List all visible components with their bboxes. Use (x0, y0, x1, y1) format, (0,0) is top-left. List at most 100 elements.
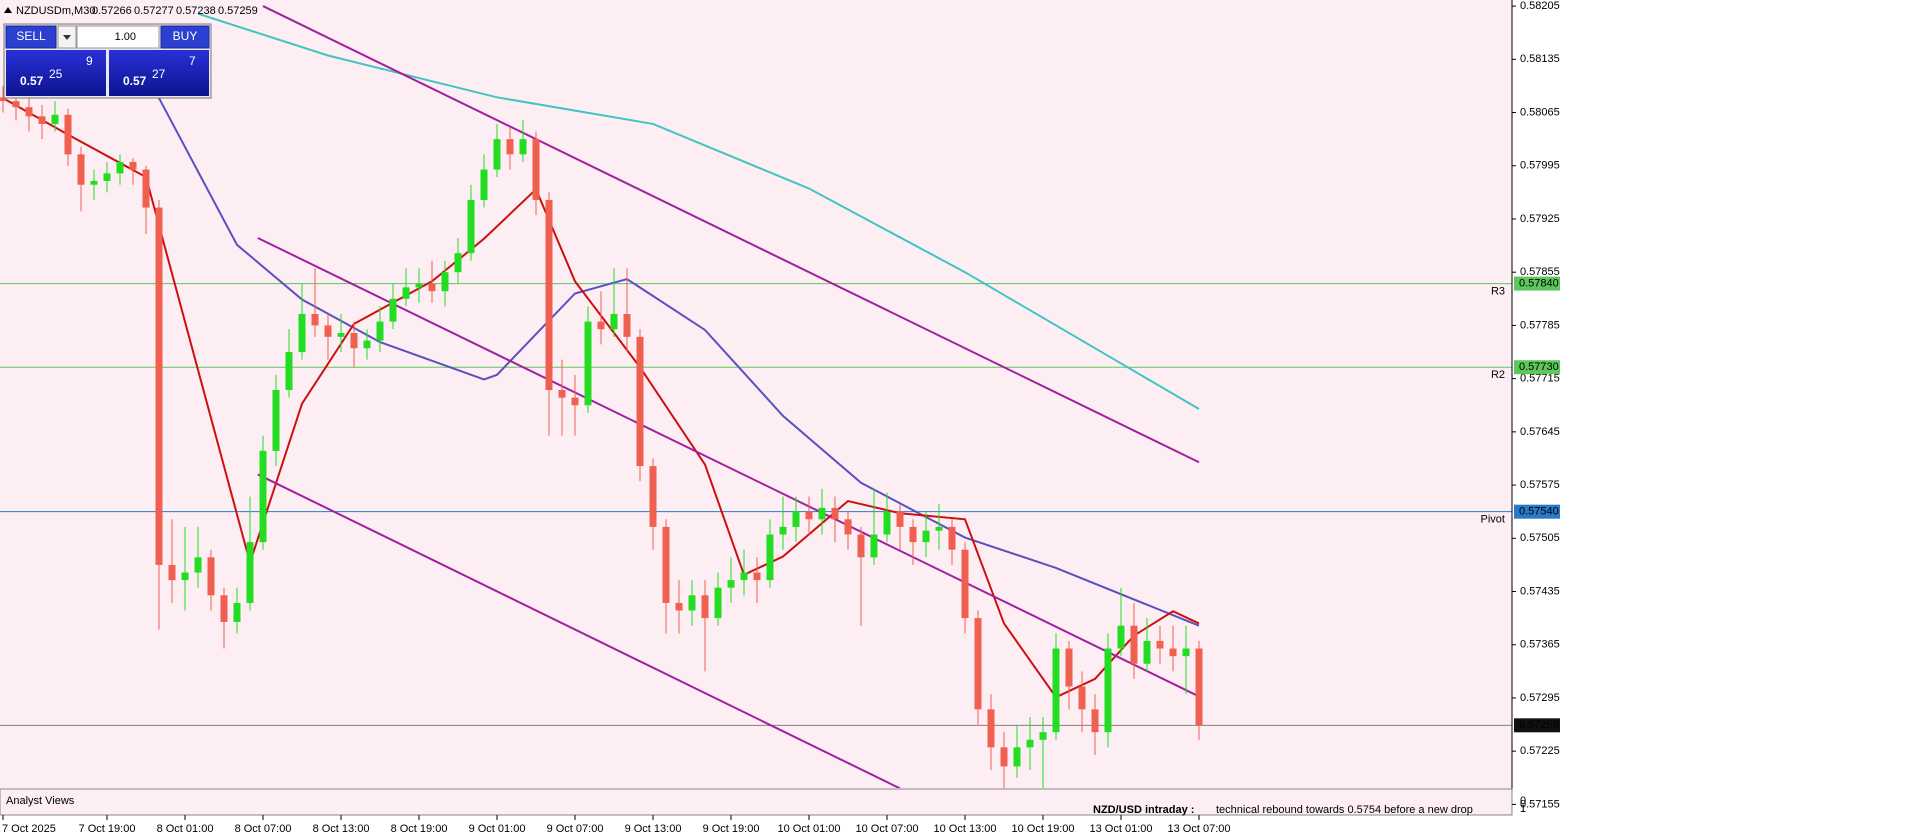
candle-body (1117, 625, 1125, 649)
x-tick-label: 7 Oct 19:00 (79, 823, 136, 835)
candle-body (1078, 686, 1086, 710)
candle-body (519, 139, 527, 155)
candle-body (441, 272, 449, 292)
candle-body (1026, 739, 1034, 748)
sell-price-box[interactable] (6, 50, 106, 96)
candle-body (1013, 747, 1021, 767)
x-tick-label: 10 Oct 07:00 (856, 823, 919, 835)
candle-body (1065, 648, 1073, 687)
level-name: R2 (1491, 369, 1505, 381)
x-tick-label: 9 Oct 01:00 (469, 823, 526, 835)
level-name: R3 (1491, 285, 1505, 297)
candle-body (688, 595, 696, 611)
sell-price-small: 9 (86, 54, 93, 68)
buy-price-big: 27 (152, 67, 166, 81)
sell-label[interactable]: SELL (16, 29, 46, 43)
candle-body (1104, 648, 1112, 733)
y-tick-label: 0.58205 (1520, 0, 1560, 12)
ohlc-close: 0.57259 (218, 5, 258, 17)
candle-body (844, 519, 852, 535)
candle-body (935, 526, 943, 531)
analyst-title: Analyst Views (6, 795, 75, 807)
candle-body (389, 298, 397, 322)
candle-body (961, 549, 969, 619)
plot-background (0, 0, 1512, 815)
candle-body (207, 557, 215, 596)
y-tick-label: 0.57645 (1520, 426, 1560, 438)
candle-body (337, 333, 345, 337)
analyst-heading: NZD/USD intraday : (1093, 804, 1194, 816)
lot-input[interactable] (76, 25, 160, 49)
candle-body (454, 253, 462, 273)
candle-body (818, 507, 826, 520)
y-tick-label: 0.57785 (1520, 319, 1560, 331)
lot-value: 1.00 (115, 31, 136, 43)
candle-body (467, 199, 475, 254)
candle-body (64, 114, 72, 155)
x-tick-label: 9 Oct 07:00 (547, 823, 604, 835)
candle-body (181, 572, 189, 581)
candle-body (25, 107, 33, 117)
candle-body (480, 169, 488, 200)
sell-price-prefix: 0.57 (20, 74, 44, 88)
analyst-comment: technical rebound towards 0.5754 before … (1216, 804, 1473, 816)
y-tick-label: 0.57715 (1520, 373, 1560, 385)
y-tick-label: 0.57435 (1520, 585, 1560, 597)
candle-body (610, 314, 618, 330)
x-tick-label: 8 Oct 07:00 (235, 823, 292, 835)
candle-body (636, 336, 644, 467)
x-tick-label: 7 Oct 2025 (2, 823, 56, 835)
analyst-panel (0, 788, 1513, 816)
price-tag-label: 0.57730 (1519, 361, 1559, 373)
x-tick-label: 8 Oct 19:00 (391, 823, 448, 835)
x-tick-label: 8 Oct 13:00 (313, 823, 370, 835)
dropdown-arrow (63, 35, 71, 40)
line-series (257, 237, 1200, 698)
candle-body (363, 340, 371, 349)
candle-body (896, 511, 904, 527)
candle-body (402, 287, 410, 299)
candle-body (77, 154, 85, 185)
candle-body (51, 114, 59, 124)
candle-body (129, 161, 137, 170)
sell-button[interactable] (5, 25, 57, 49)
candle-body (831, 507, 839, 520)
x-tick-label: 9 Oct 13:00 (625, 823, 682, 835)
subwindow-tick: 1 (1520, 803, 1526, 815)
collapse-icon[interactable] (4, 7, 12, 13)
y-tick-label: 0.57225 (1520, 745, 1560, 757)
candle-body (779, 526, 787, 535)
sell-price-big: 25 (49, 67, 63, 81)
candle-body (1052, 648, 1060, 733)
ohlc-low: 0.57238 (176, 5, 216, 17)
candle-body (649, 466, 657, 527)
candle-body (714, 587, 722, 619)
buy-price-box[interactable] (109, 50, 209, 96)
y-tick-label: 0.57365 (1520, 639, 1560, 651)
ohlc-open: 0.57266 (92, 5, 132, 17)
candle-body (922, 530, 930, 543)
candle-body (805, 511, 813, 520)
line-series (257, 473, 901, 788)
candle-body (220, 595, 228, 622)
buy-label[interactable]: BUY (173, 29, 198, 43)
ohlc-high: 0.57277 (134, 5, 174, 17)
y-tick-label: 0.57575 (1520, 479, 1560, 491)
candle-body (857, 534, 865, 558)
candle-body (558, 390, 566, 398)
candle-body (350, 333, 358, 349)
symbol: NZDUSDm,M30 (16, 5, 95, 17)
candle-body (272, 390, 280, 451)
candle-body (675, 602, 683, 611)
candle-body (168, 564, 176, 581)
y-tick-label: 0.57155 (1520, 798, 1560, 810)
candle-body (246, 542, 254, 603)
price-tag (1514, 360, 1560, 375)
buy-price-prefix: 0.57 (123, 74, 147, 88)
candle-body (1143, 640, 1151, 664)
buy-button[interactable] (160, 25, 210, 49)
x-tick-label: 8 Oct 01:00 (157, 823, 214, 835)
x-tick-label: 13 Oct 07:00 (1168, 823, 1231, 835)
candle-body (766, 534, 774, 581)
